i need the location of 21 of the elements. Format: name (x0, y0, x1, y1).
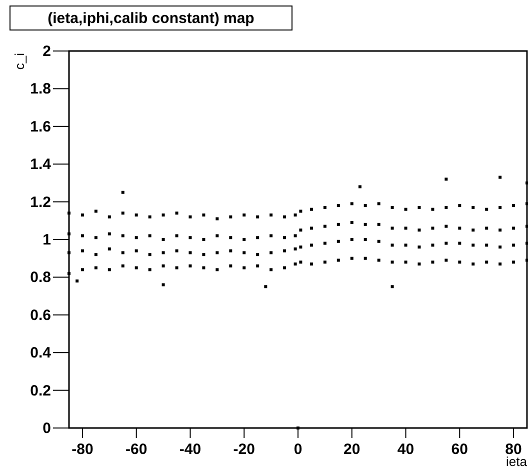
x-tick-label: -80 (72, 441, 94, 458)
y-tick-label: 1.4 (30, 156, 52, 174)
x-tick-label: 0 (294, 441, 302, 458)
y-tick-label: 0.4 (30, 344, 52, 362)
y-tick-label: 1 (42, 232, 51, 248)
x-tick-label: 20 (344, 441, 360, 458)
x-tick-label: 60 (451, 441, 468, 458)
y-tick-label: 2 (42, 43, 51, 60)
x-tick-label: -40 (179, 441, 202, 458)
y-tick-label: 1.8 (30, 80, 51, 98)
x-tick-label: 40 (397, 441, 414, 458)
y-tick-label: 0.6 (30, 306, 51, 324)
chart-title: (ieta,iphi,calib constant) map (48, 10, 254, 27)
y-axis-title: c_i (12, 52, 27, 70)
y-tick-label: 1.2 (30, 194, 51, 211)
x-tick-label: -60 (126, 441, 148, 458)
y-tick-label: 0.2 (30, 382, 51, 400)
y-tick-label: 1.6 (30, 118, 51, 136)
y-tick-label: 0 (42, 420, 51, 437)
y-tick-label: 0.8 (30, 269, 51, 286)
x-tick-label: -20 (233, 441, 255, 458)
